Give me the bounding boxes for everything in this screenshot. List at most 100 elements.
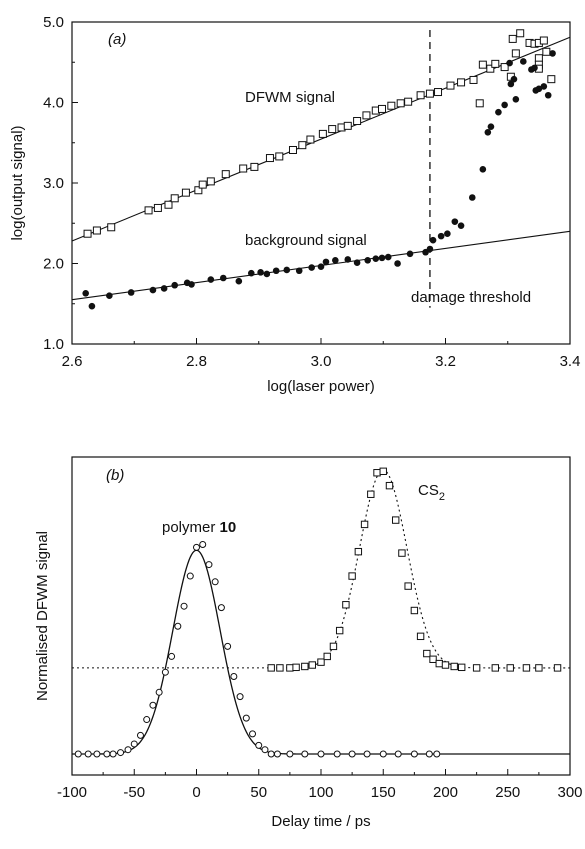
dfwm-signal-point (478, 60, 487, 69)
background-signal-label: background signal (245, 232, 367, 249)
dfwm-signal-point (164, 200, 173, 209)
polymer-10-point (174, 622, 182, 630)
background-signal-point (235, 277, 243, 285)
polymer-10-point (74, 750, 82, 758)
dfwm-signal-point (416, 91, 425, 100)
polymer-10-point (93, 750, 101, 758)
polymer-10-point (109, 750, 117, 758)
panel-a-ticks: 2.6 2.8 3.0 3.2 3.4 1.0 2.0 3.0 4.0 5.0 (43, 14, 580, 370)
dfwm-signal-point (275, 152, 284, 161)
dfwm-signal-point (516, 29, 525, 38)
background-signal-point (272, 267, 280, 275)
panel-a-x-tick-label: 2.6 (62, 353, 83, 370)
background-signal-point (544, 91, 552, 99)
dfwm-signal-point (425, 89, 434, 98)
panel-b-points (74, 467, 562, 758)
dfwm-signal-point (318, 129, 327, 138)
background-signal-point (507, 80, 515, 88)
cs2-point (435, 659, 443, 668)
cs2-point (348, 572, 356, 580)
cs2-point (506, 664, 514, 672)
cs2-point (429, 655, 437, 663)
dfwm-signal-point (153, 203, 162, 212)
polymer-10-point (124, 746, 132, 754)
polymer-10-point (211, 578, 219, 586)
dfwm-signal-point (239, 164, 248, 173)
background-signal-point (353, 259, 361, 266)
background-signal-point (531, 64, 538, 72)
dfwm-signal-point (194, 186, 203, 195)
panel-b-frame (71, 456, 571, 776)
cs2-point (410, 606, 419, 615)
dfwm-signal-point (83, 229, 92, 238)
panel-a-y-tick-label: 5.0 (43, 14, 64, 31)
background-signal-point (149, 286, 157, 294)
panel-b-x-axis-label: Delay time / ps (271, 813, 370, 830)
polymer-10-point (186, 572, 194, 580)
panel-a-x-tick-label: 3.2 (435, 353, 456, 370)
polymer-10-point (273, 750, 281, 758)
background-signal-point (82, 289, 89, 297)
panel-a-y-tick-label: 2.0 (43, 256, 64, 273)
dfwm-signal-point (508, 34, 517, 43)
background-signal-point (257, 269, 264, 276)
polymer-10-point (267, 750, 275, 758)
background-signal-point (344, 256, 352, 263)
polymer-10-point (410, 750, 418, 758)
polymer-10-point (130, 740, 138, 748)
cs2-point (367, 490, 375, 498)
panel-a-x-tick-label: 3.0 (311, 353, 332, 370)
background-signal-point (219, 274, 227, 282)
dfwm-signal-point (542, 47, 551, 56)
cs2-point (335, 626, 344, 635)
background-signal-point (535, 85, 543, 93)
polymer-10-label-prefix: polymer (162, 519, 220, 536)
dfwm-signal-point (170, 194, 179, 203)
cs2-point (354, 547, 363, 556)
background-signal-point (501, 101, 508, 109)
cs2-point (392, 516, 400, 524)
background-signal-point (540, 83, 548, 90)
dfwm-signal-point (469, 75, 478, 84)
background-signal-point (160, 285, 168, 292)
background-signal-point (429, 236, 437, 244)
cs2-point (323, 652, 331, 661)
cs2-point (276, 664, 284, 672)
background-signal-point (378, 254, 386, 262)
panel-b-y-axis-label: Normalised DFWM signal (34, 531, 51, 701)
polymer-10-point (242, 714, 250, 722)
polymer-10-point (236, 693, 244, 701)
dfwm-signal-point (288, 145, 297, 154)
background-signal-point (317, 263, 325, 271)
background-signal-point (484, 128, 492, 136)
background-signal-point (263, 270, 271, 278)
polymer-10-point (333, 750, 341, 758)
polymer-10-point (143, 716, 151, 724)
dfwm-signal-point (486, 64, 495, 73)
background-signal-point (247, 269, 255, 277)
panel-b-x-tick-label: 100 (308, 784, 333, 801)
polymer-10-point (317, 750, 325, 758)
cs2-point (286, 664, 294, 672)
dfwm-signal-point (250, 162, 259, 171)
cs2-point (535, 664, 543, 672)
dfwm-signal-point (378, 104, 387, 113)
polymer-10-point (84, 750, 92, 758)
background-signal-point (510, 75, 518, 83)
background-signal-point (457, 222, 465, 229)
cs2-point (360, 520, 369, 529)
cs2-point (342, 601, 350, 609)
panel-b-x-tick-label: 150 (371, 784, 396, 801)
polymer-10-point (136, 731, 144, 739)
background-signal-point (437, 232, 445, 240)
cs2-point (267, 664, 275, 672)
damage-threshold-label: damage threshold (411, 289, 531, 306)
panel-a-points (82, 29, 556, 310)
cs2-point (491, 664, 500, 672)
dfwm-signal-point (387, 101, 396, 110)
dfwm-signal-point (475, 99, 484, 108)
cs2-point (404, 582, 412, 590)
dfwm-signal-point (547, 75, 556, 84)
background-signal-point (512, 95, 520, 103)
